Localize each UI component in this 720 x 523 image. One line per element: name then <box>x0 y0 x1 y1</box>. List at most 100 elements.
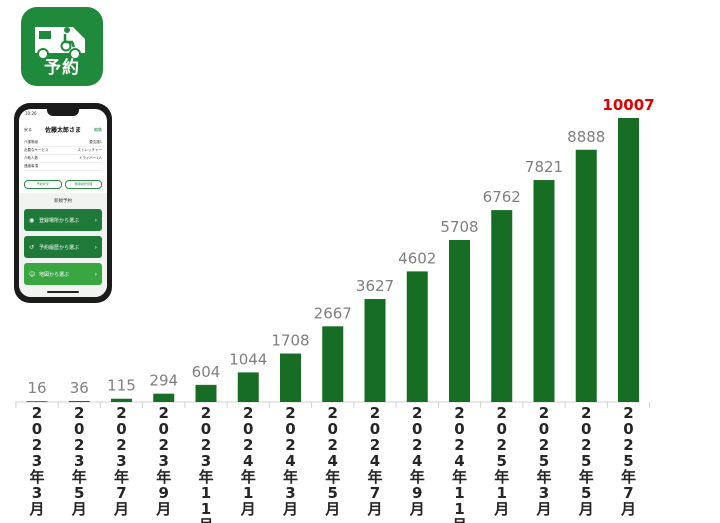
info-row: 介護等級 要支援1 <box>24 139 102 147</box>
data-label: 16 <box>27 379 46 397</box>
x-tick-label: 7 <box>623 484 633 502</box>
x-tick-label: 1 <box>201 500 211 518</box>
x-tick-label: 0 <box>539 420 549 438</box>
x-tick-label: 月 <box>113 500 129 518</box>
data-label: 294 <box>149 372 178 390</box>
phone-screen: 10:26 戻る 佐藤太郎さま 編集 介護等級 要支援1 必要なサービス ストレッチ… <box>19 109 107 297</box>
bar <box>280 353 301 402</box>
x-tick-label: 年 <box>536 468 551 486</box>
x-tick-label: 2 <box>370 436 380 454</box>
data-label: 5708 <box>440 218 478 236</box>
data-label: 115 <box>107 377 136 395</box>
bar <box>575 149 597 402</box>
edit-button[interactable]: 編集 <box>94 127 102 132</box>
x-tick-label: 2 <box>370 404 380 422</box>
x-tick-label: 2 <box>201 436 211 454</box>
bar <box>364 299 386 402</box>
x-tick-label: 月 <box>451 516 467 523</box>
x-tick-label: 2 <box>623 436 633 454</box>
x-tick-label: 3 <box>74 452 84 470</box>
x-tick-label: 7 <box>116 484 126 502</box>
select-map-button[interactable]: ☺ 地図から選ぶ › <box>24 263 102 285</box>
x-tick-label: 2 <box>412 404 422 422</box>
bar <box>322 326 344 402</box>
x-tick-label: 2 <box>32 436 42 454</box>
info-row: 必要なサービス ストレッチャー <box>24 147 102 155</box>
info-list: 介護等級 要支援1 必要なサービス ストレッチャー 介助人数 ドライバー1人 連絡事項 <box>24 139 102 171</box>
x-tick-label: 月 <box>409 500 425 518</box>
x-tick-label: 3 <box>201 452 211 470</box>
data-label: 10007 <box>602 96 654 114</box>
x-tick-label: 2 <box>454 404 464 422</box>
x-tick-label: 2 <box>581 404 591 422</box>
x-tick-label: 2 <box>74 404 84 422</box>
x-tick-label: 月 <box>493 500 509 518</box>
x-tick-label: 年 <box>283 468 298 486</box>
button-label: 登録場所から選ぶ <box>39 217 80 224</box>
x-tick-label: 月 <box>535 500 551 518</box>
info-value: ストレッチャー <box>77 148 102 152</box>
x-tick-label: 月 <box>620 500 636 518</box>
x-tick-label: 5 <box>328 484 338 502</box>
x-tick-label: 2 <box>285 436 295 454</box>
app-icon-label: 予約 <box>44 58 80 78</box>
bar <box>533 180 555 402</box>
app-icon: 予約 <box>21 7 103 86</box>
x-tick-label: 年 <box>410 468 425 486</box>
x-tick-label: 2 <box>581 436 591 454</box>
x-tick-label: 0 <box>454 420 464 438</box>
booking-status-pill[interactable]: 予約状況 <box>24 180 62 189</box>
phone-mockup: 10:26 戻る 佐藤太郎さま 編集 介護等級 要支援1 必要なサービス ストレッチ… <box>14 103 112 303</box>
x-tick-label: 1 <box>454 500 464 518</box>
x-tick-label: 年 <box>621 468 636 486</box>
x-tick-label: 2 <box>623 404 633 422</box>
data-label: 604 <box>192 363 221 381</box>
x-tick-label: 年 <box>367 468 382 486</box>
data-label: 1708 <box>271 332 309 350</box>
new-booking-panel: 新規予約 ◉ 登録場所から選ぶ › ↺ 予約履歴から選ぶ › ☺ 地図から選ぶ … <box>19 193 107 297</box>
x-tick-label: 月 <box>578 500 594 518</box>
x-tick-label: 年 <box>579 468 594 486</box>
x-tick-label: 3 <box>159 452 169 470</box>
x-tick-label: 2 <box>116 404 126 422</box>
x-tick-label: 5 <box>497 452 507 470</box>
x-tick-label: 年 <box>72 468 87 486</box>
x-tick-label: 0 <box>623 420 633 438</box>
x-tick-label: 年 <box>156 468 171 486</box>
info-value: 要支援1 <box>89 140 102 144</box>
x-tick-label: 年 <box>325 468 340 486</box>
data-label: 8888 <box>567 128 605 146</box>
data-label: 1044 <box>229 350 267 368</box>
phone-notch <box>47 109 79 116</box>
home-indicator <box>47 291 79 293</box>
x-tick-label: 月 <box>71 500 87 518</box>
x-tick-label: 7 <box>370 484 380 502</box>
x-tick-label: 5 <box>581 484 591 502</box>
x-tick-label: 2 <box>116 436 126 454</box>
x-tick-label: 4 <box>454 452 464 470</box>
x-tick-label: 4 <box>328 452 338 470</box>
bar <box>491 210 513 402</box>
bar <box>195 384 217 402</box>
saved-places-pill[interactable]: 登録場所管理 <box>64 180 102 189</box>
select-saved-place-button[interactable]: ◉ 登録場所から選ぶ › <box>24 209 102 231</box>
x-tick-label: 月 <box>240 500 256 518</box>
x-tick-label: 9 <box>412 484 422 502</box>
x-tick-label: 0 <box>285 420 295 438</box>
info-label: 介護等級 <box>24 140 38 144</box>
x-tick-label: 0 <box>159 420 169 438</box>
button-label: 地図から選ぶ <box>39 271 70 278</box>
wheelchair-van-icon <box>35 27 85 60</box>
back-button[interactable]: 戻る <box>24 127 32 132</box>
x-tick-label: 4 <box>370 452 380 470</box>
x-tick-label: 0 <box>243 420 253 438</box>
info-label: 介助人数 <box>24 156 38 160</box>
x-tick-label: 年 <box>452 468 467 486</box>
x-tick-label: 5 <box>74 484 84 502</box>
x-tick-label: 1 <box>201 484 211 502</box>
x-tick-label: 年 <box>114 468 129 486</box>
data-label: 4602 <box>398 249 436 267</box>
chevron-right-icon: › <box>94 243 97 251</box>
bar <box>26 401 48 402</box>
select-history-button[interactable]: ↺ 予約履歴から選ぶ › <box>24 236 102 258</box>
